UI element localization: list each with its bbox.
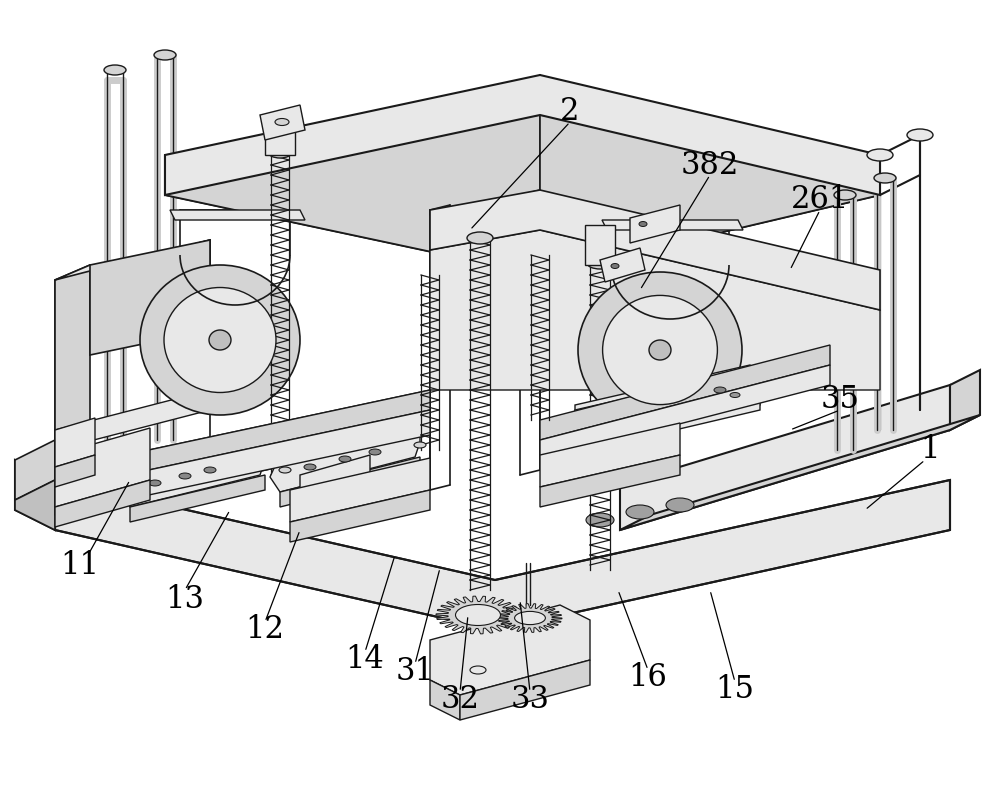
Text: 11: 11 [60,549,100,580]
Polygon shape [620,385,950,530]
Polygon shape [55,410,430,515]
Text: 32: 32 [440,685,480,716]
Ellipse shape [304,464,316,470]
Ellipse shape [456,604,501,626]
Ellipse shape [730,392,740,397]
Text: 13: 13 [166,584,205,615]
Ellipse shape [611,263,619,268]
Polygon shape [600,248,645,282]
Ellipse shape [104,65,126,75]
Ellipse shape [587,257,613,269]
Text: 2: 2 [560,96,580,127]
Ellipse shape [515,611,545,625]
Polygon shape [15,460,55,530]
Text: 15: 15 [716,674,755,705]
Text: 35: 35 [820,384,860,416]
Polygon shape [260,105,305,140]
Ellipse shape [164,287,276,392]
Ellipse shape [467,232,493,244]
Ellipse shape [179,473,191,479]
Polygon shape [540,455,680,507]
Polygon shape [290,458,430,522]
Polygon shape [575,435,590,470]
Text: 31: 31 [396,657,434,688]
Ellipse shape [867,149,893,161]
Polygon shape [15,480,55,530]
Polygon shape [55,265,90,480]
Ellipse shape [874,173,896,183]
Ellipse shape [154,50,176,60]
Polygon shape [90,240,210,355]
Ellipse shape [369,449,381,455]
Text: 16: 16 [629,662,667,693]
Text: 1: 1 [920,435,940,466]
Polygon shape [170,210,305,220]
Text: 12: 12 [246,615,285,646]
Polygon shape [620,415,980,530]
Ellipse shape [603,295,717,404]
Text: 33: 33 [511,685,550,716]
Ellipse shape [626,505,654,519]
Ellipse shape [639,221,647,227]
Ellipse shape [834,190,856,200]
Polygon shape [165,75,880,195]
Ellipse shape [578,272,742,428]
Polygon shape [540,365,830,460]
Polygon shape [630,205,680,243]
Polygon shape [55,390,430,490]
Polygon shape [270,420,420,492]
Ellipse shape [149,480,161,486]
Ellipse shape [279,467,291,473]
Ellipse shape [330,487,340,493]
Ellipse shape [204,467,216,473]
Ellipse shape [649,340,671,360]
Ellipse shape [140,265,300,415]
Ellipse shape [414,442,426,448]
Polygon shape [265,120,295,155]
Polygon shape [290,490,430,542]
Polygon shape [165,115,540,275]
Polygon shape [436,596,520,634]
Polygon shape [55,455,95,487]
Polygon shape [950,370,980,430]
Text: 261: 261 [791,185,849,216]
Polygon shape [15,440,55,500]
Polygon shape [585,225,615,265]
Ellipse shape [209,330,231,350]
Polygon shape [430,605,590,695]
Ellipse shape [268,146,292,158]
Ellipse shape [470,666,486,674]
Ellipse shape [714,387,726,393]
Polygon shape [130,475,265,522]
Ellipse shape [666,498,694,512]
Polygon shape [602,220,743,230]
Ellipse shape [586,513,614,527]
Polygon shape [55,480,150,527]
Text: 14: 14 [346,645,384,676]
Polygon shape [430,230,880,390]
Polygon shape [540,423,680,487]
Polygon shape [55,390,210,450]
Polygon shape [120,438,265,507]
Polygon shape [55,240,210,280]
Polygon shape [55,418,95,467]
Polygon shape [280,457,420,507]
Text: 382: 382 [681,150,739,181]
Polygon shape [498,603,562,632]
Polygon shape [430,190,880,310]
Polygon shape [575,370,760,450]
Polygon shape [540,345,830,440]
Polygon shape [540,115,880,275]
Polygon shape [300,455,370,510]
Polygon shape [430,680,460,720]
Polygon shape [55,428,150,507]
Polygon shape [460,660,590,720]
Ellipse shape [339,456,351,462]
Ellipse shape [907,129,933,141]
Polygon shape [575,365,760,445]
Polygon shape [55,480,950,630]
Ellipse shape [275,119,289,126]
